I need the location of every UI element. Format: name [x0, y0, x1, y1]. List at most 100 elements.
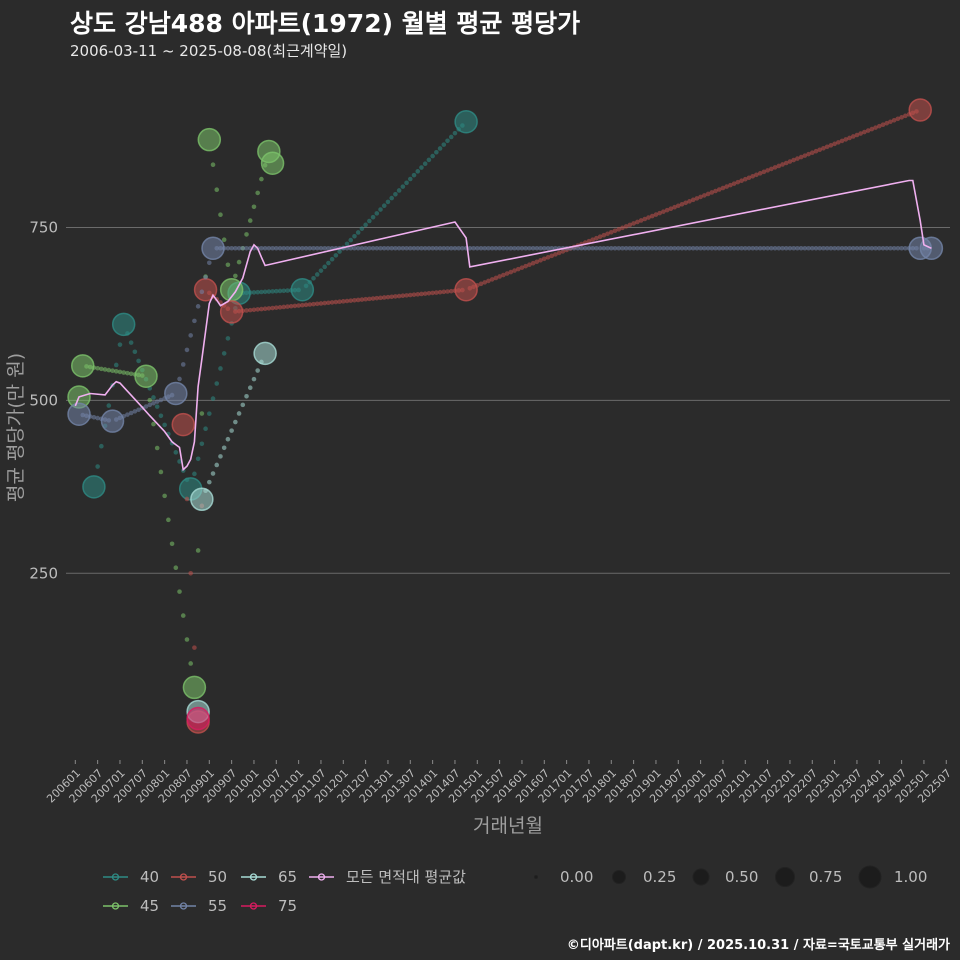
y-tick-label: 250	[29, 564, 58, 582]
trail-dot-45	[95, 365, 100, 371]
trail-dot-65	[240, 402, 246, 408]
trail-dot-50	[813, 148, 819, 154]
trail-dot-55	[672, 245, 677, 251]
trail-dot-50	[646, 215, 651, 220]
trail-dot-55	[802, 245, 808, 251]
trail-dot-55	[203, 275, 208, 280]
trail-dot-55	[653, 245, 659, 251]
trail-dot-55	[136, 407, 141, 413]
trail-dot-50	[430, 290, 435, 296]
trail-dot-50	[817, 147, 823, 153]
trail-dot-50	[270, 305, 275, 311]
trail-dot-55	[798, 245, 804, 251]
trail-dot-50	[597, 234, 603, 239]
trail-dot-50	[635, 219, 640, 225]
trail-dot-45	[184, 637, 190, 642]
trail-dot-55	[285, 245, 290, 251]
legend-label-모든 면적대 평균값: 모든 면적대 평균값	[346, 868, 466, 886]
trail-dot-55	[891, 245, 897, 251]
trail-dot-55	[259, 245, 264, 251]
trail-dot-55	[813, 245, 819, 251]
trail-dot-40	[273, 288, 279, 294]
trail-dot-40	[404, 180, 409, 186]
trail-dot-50	[780, 162, 785, 167]
trail-dot-55	[795, 245, 800, 251]
trail-dot-50	[664, 207, 670, 213]
trail-dot-40	[162, 422, 167, 428]
trail-dot-50	[746, 175, 752, 181]
trail-dot-40	[434, 149, 439, 155]
trail-dot-55	[151, 400, 156, 406]
trail-dot-50	[903, 113, 908, 119]
trail-dot-50	[244, 308, 249, 313]
trail-dot-50	[627, 222, 633, 228]
trail-dot-50	[880, 122, 886, 127]
trail-dot-40	[378, 207, 383, 212]
trail-dot-45	[121, 370, 126, 375]
trail-dot-50	[839, 138, 845, 144]
trail-dot-55	[244, 245, 249, 251]
trail-dot-55	[757, 245, 763, 251]
trail-dot-40	[363, 222, 368, 228]
data-point-40	[82, 475, 106, 499]
trail-dot-50	[594, 235, 599, 241]
trail-dot-55	[474, 245, 480, 251]
legend-size-label: 0.75	[809, 868, 842, 886]
trail-dot-50	[303, 302, 309, 308]
trail-dot-55	[132, 409, 138, 414]
trail-dot-50	[352, 297, 357, 303]
trail-dot-55	[620, 245, 625, 251]
trail-dot-55	[884, 245, 890, 251]
trail-dot-50	[314, 301, 320, 307]
trail-dot-40	[329, 256, 335, 262]
data-point-50	[454, 278, 478, 302]
source-credit: ©디아파트(dapt.kr) / 2025.10.31 / 자료=국토교통부 실…	[566, 938, 950, 953]
trail-dot-55	[579, 245, 584, 251]
trail-dot-40	[322, 264, 327, 270]
trail-dot-55	[489, 245, 495, 251]
trail-dot-55	[675, 245, 681, 251]
trail-dot-40	[214, 381, 220, 386]
trail-dot-55	[608, 245, 614, 251]
trail-dot-55	[787, 245, 793, 251]
trail-dot-55	[780, 245, 785, 251]
data-point-55	[100, 409, 125, 433]
trail-dot-40	[445, 138, 450, 144]
trail-dot-65	[207, 479, 212, 485]
trail-dot-50	[806, 151, 811, 157]
trail-dot-45	[113, 369, 119, 374]
trail-dot-40	[437, 146, 443, 151]
data-point-40	[111, 312, 136, 337]
trail-dot-40	[441, 142, 447, 147]
trail-dot-45	[102, 367, 108, 372]
trail-dot-40	[225, 336, 231, 341]
trail-dot-55	[668, 245, 674, 251]
legend-size-label: 0.25	[643, 868, 676, 886]
trail-dot-65	[218, 454, 223, 459]
trail-dot-45	[151, 421, 156, 427]
trail-dot-55	[664, 245, 670, 251]
trail-dot-50	[661, 209, 666, 214]
legend-size-label: 1.00	[894, 868, 927, 886]
data-point-65	[253, 341, 277, 366]
trail-dot-50	[832, 141, 837, 147]
trail-dot-50	[761, 169, 767, 175]
trail-dot-55	[400, 245, 406, 251]
trail-dot-50	[865, 128, 871, 133]
trail-dot-50	[497, 274, 502, 279]
trail-dot-45	[117, 369, 123, 375]
trail-dot-40	[151, 395, 156, 400]
x-axis-title: 거래년월	[473, 815, 543, 837]
trail-dot-45	[162, 493, 167, 499]
trail-dot-55	[899, 245, 904, 251]
trail-dot-55	[594, 245, 599, 251]
trail-dot-55	[895, 245, 901, 251]
trail-dot-50	[389, 294, 394, 300]
trail-dot-50	[616, 227, 622, 232]
trail-dot-55	[404, 245, 409, 251]
trail-dot-50	[422, 291, 428, 296]
trail-dot-50	[709, 190, 715, 195]
trail-dot-55	[601, 245, 607, 251]
trail-dot-55	[188, 333, 193, 338]
